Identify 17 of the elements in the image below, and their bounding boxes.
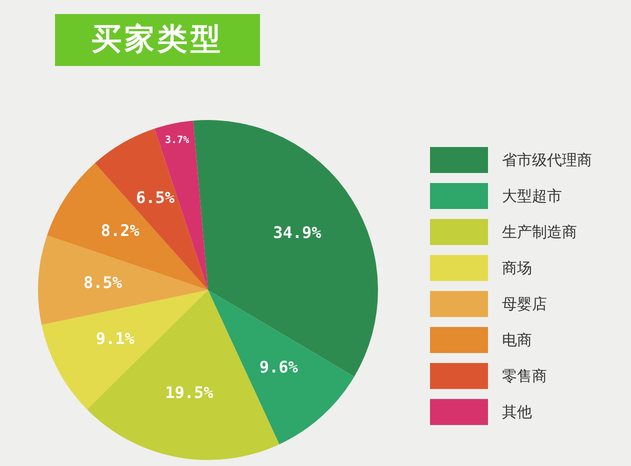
data-label: 19.5% [165,382,214,402]
data-label: 8.5% [84,272,122,292]
legend-label: 商场 [502,258,532,278]
legend-label: 生产制造商 [502,222,577,242]
data-label: 3.7% [165,134,190,146]
data-label: 8.2% [100,220,140,240]
data-label: 9.1% [96,328,135,348]
legend-label: 母婴店 [502,294,547,314]
legend-label: 电商 [502,330,532,350]
legend-label: 零售商 [502,366,547,386]
data-label: 9.6% [259,357,298,376]
chart-title: 买家类型 [55,14,260,66]
legend-label: 大型超市 [502,186,562,206]
legend-label: 省市级代理商 [502,150,592,170]
data-label: 6.5% [136,188,175,207]
legend-label: 其他 [502,402,532,422]
data-label: 34.9% [273,223,322,242]
